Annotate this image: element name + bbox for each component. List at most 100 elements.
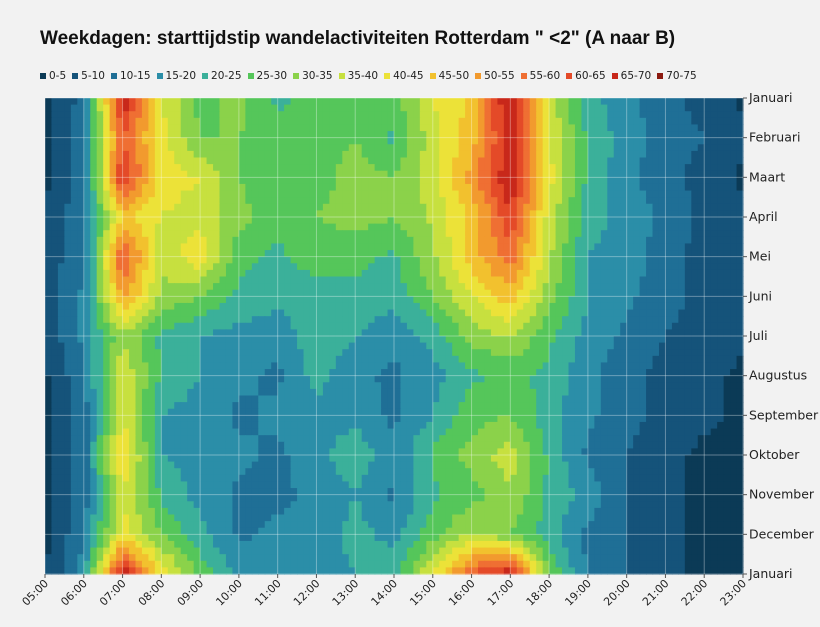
heatmap-cell: [684, 296, 692, 304]
heatmap-cell: [555, 322, 563, 330]
heatmap-cell: [309, 243, 318, 251]
heatmap-cell: [141, 170, 149, 178]
heatmap-cell: [600, 336, 608, 344]
heatmap-cell: [581, 269, 589, 278]
heatmap-cell: [516, 388, 524, 397]
heatmap-cell: [549, 309, 557, 317]
heatmap-cell: [141, 131, 149, 139]
heatmap-cell: [516, 375, 524, 383]
heatmap-cell: [368, 150, 376, 159]
heatmap-cell: [652, 329, 660, 337]
heatmap-cell: [587, 302, 595, 311]
heatmap-cell: [316, 124, 324, 132]
heatmap-cell: [316, 362, 324, 370]
heatmap-cell: [309, 329, 318, 337]
heatmap-cell: [671, 190, 679, 198]
heatmap-cell: [303, 124, 311, 132]
heatmap-cell: [736, 388, 744, 397]
heatmap-cell: [555, 144, 563, 152]
heatmap-cell: [419, 349, 427, 357]
heatmap-cell: [161, 322, 169, 330]
heatmap-cell: [368, 342, 376, 350]
heatmap-cell: [167, 230, 175, 238]
heatmap-cell: [419, 276, 427, 284]
heatmap-cell: [103, 203, 111, 211]
heatmap-cell: [64, 144, 72, 152]
heatmap-cell: [503, 124, 511, 132]
heatmap-cell: [562, 230, 570, 238]
heatmap-cell: [232, 289, 240, 297]
heatmap-cell: [639, 117, 647, 126]
heatmap-cell: [368, 302, 376, 311]
heatmap-cell: [432, 144, 440, 152]
heatmap-cell: [652, 269, 660, 278]
heatmap-cell: [594, 144, 602, 152]
heatmap-cell: [271, 289, 279, 297]
heatmap-cell: [510, 388, 518, 397]
heatmap-cell: [497, 150, 505, 159]
heatmap-cell: [180, 117, 188, 126]
heatmap-cell: [309, 150, 318, 159]
heatmap-cell: [141, 316, 149, 324]
heatmap-cell: [77, 369, 85, 377]
heatmap-cell: [368, 349, 376, 357]
heatmap-cell: [452, 375, 460, 383]
heatmap-cell: [96, 283, 104, 291]
heatmap-cell: [652, 117, 660, 126]
heatmap-cell: [355, 309, 363, 317]
heatmap-cell: [503, 230, 511, 238]
heatmap-cell: [671, 157, 679, 165]
heatmap-cell: [633, 177, 641, 185]
heatmap-cell: [309, 382, 318, 390]
heatmap-cell: [213, 236, 221, 245]
heatmap-cell: [96, 296, 104, 304]
heatmap-cell: [542, 382, 550, 390]
heatmap-cell: [161, 150, 169, 159]
heatmap-cell: [381, 316, 389, 324]
heatmap-cell: [303, 269, 311, 278]
heatmap-cell: [465, 302, 473, 311]
heatmap-cell: [529, 382, 537, 390]
heatmap-cell: [342, 131, 350, 139]
heatmap-cell: [374, 117, 382, 126]
heatmap-cell: [710, 98, 718, 106]
heatmap-cell: [452, 144, 460, 152]
heatmap-cell: [232, 98, 240, 106]
heatmap-cell: [174, 150, 182, 159]
heatmap-cell: [600, 236, 608, 245]
heatmap-cell: [64, 217, 72, 225]
heatmap-cell: [154, 124, 162, 132]
heatmap-cell: [613, 283, 621, 291]
heatmap-cell: [503, 243, 511, 251]
heatmap-cell: [587, 243, 595, 251]
heatmap-cell: [290, 144, 298, 152]
heatmap-cell: [187, 336, 195, 344]
heatmap-cell: [736, 190, 744, 198]
heatmap-cell: [167, 329, 175, 337]
heatmap-cell: [141, 164, 149, 172]
heatmap-cell: [83, 276, 91, 284]
heatmap-cell: [471, 283, 479, 291]
heatmap-cell: [271, 164, 279, 172]
heatmap-cell: [426, 177, 434, 185]
heatmap-cell: [361, 382, 369, 390]
heatmap-cell: [736, 230, 744, 238]
heatmap-cell: [523, 243, 531, 251]
heatmap-cell: [484, 263, 492, 271]
heatmap-cell: [342, 263, 350, 271]
heatmap-cell: [574, 349, 583, 357]
heatmap-cell: [497, 177, 505, 185]
heatmap-cell: [187, 362, 195, 370]
heatmap-cell: [542, 137, 550, 145]
heatmap-cell: [271, 243, 279, 251]
heatmap-cell: [225, 131, 234, 139]
heatmap-cell: [90, 375, 98, 383]
heatmap-cell: [600, 111, 608, 119]
heatmap-cell: [187, 342, 195, 350]
heatmap-cell: [658, 144, 667, 152]
heatmap-cell: [445, 230, 453, 238]
heatmap-cell: [70, 329, 78, 337]
heatmap-cell: [238, 369, 246, 377]
heatmap-cell: [678, 144, 686, 152]
heatmap-cell: [652, 203, 660, 211]
